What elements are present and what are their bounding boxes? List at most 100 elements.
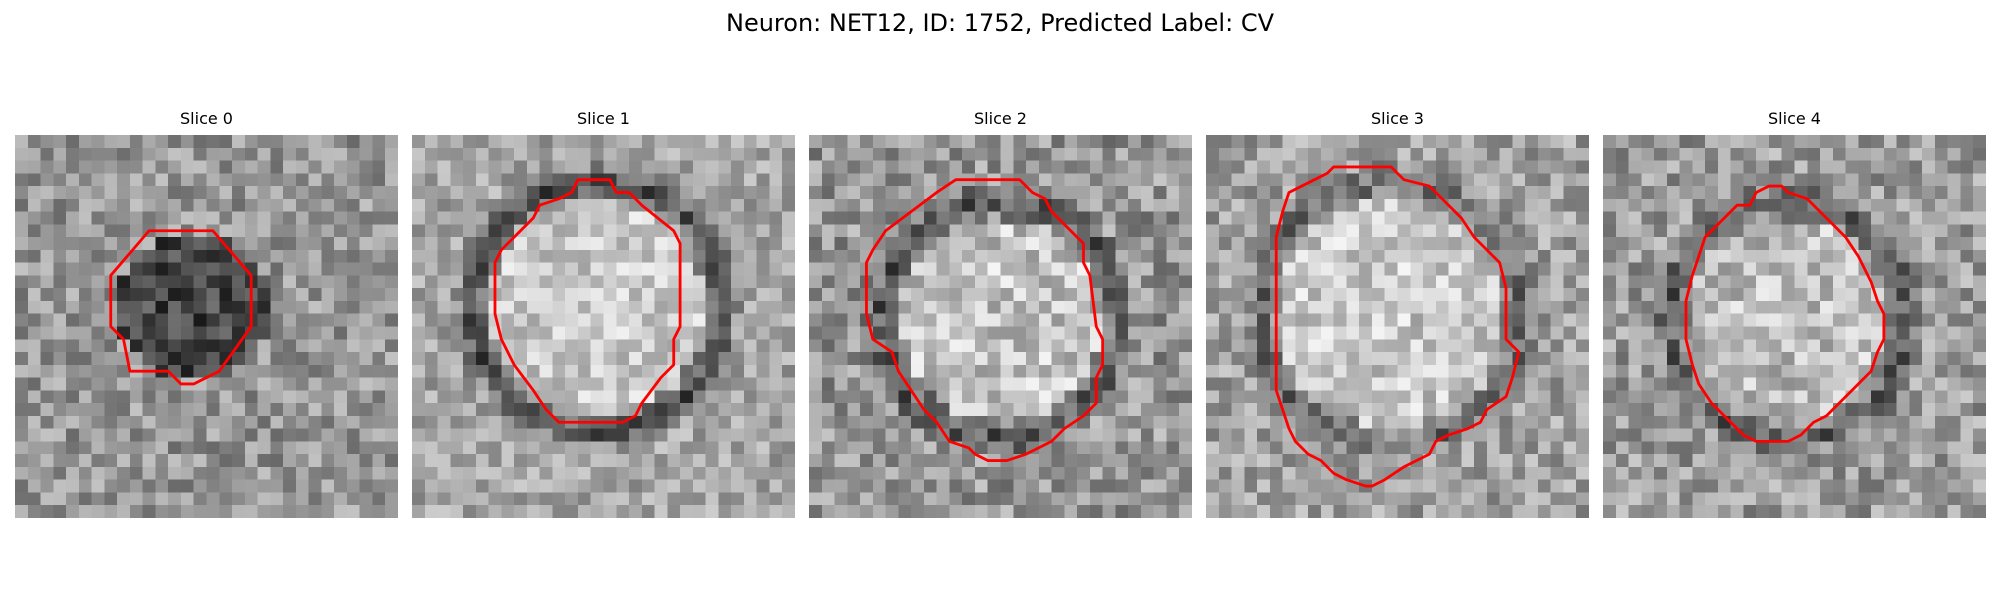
- pixel: [1269, 198, 1283, 212]
- pixel: [193, 288, 207, 302]
- pixel: [1295, 186, 1309, 200]
- pixel: [1603, 390, 1617, 404]
- pixel: [1909, 135, 1923, 149]
- pixel: [1089, 275, 1103, 289]
- pixel: [1038, 313, 1052, 327]
- pixel: [949, 466, 963, 480]
- pixel: [1692, 135, 1706, 149]
- pixel: [334, 198, 348, 212]
- pixel: [1371, 198, 1385, 212]
- pixel: [1140, 262, 1154, 276]
- pixel: [1308, 160, 1322, 174]
- pixel: [334, 147, 348, 161]
- pixel: [1628, 198, 1642, 212]
- pixel: [705, 160, 719, 174]
- pixel: [1128, 160, 1142, 174]
- pixel: [987, 364, 1001, 378]
- pixel: [987, 224, 1001, 238]
- pixel: [1244, 288, 1258, 302]
- pixel: [1615, 428, 1629, 442]
- pixel: [565, 237, 579, 251]
- pixel: [321, 364, 335, 378]
- pixel: [1563, 262, 1577, 276]
- pixel: [1371, 147, 1385, 161]
- pixel: [1231, 313, 1245, 327]
- pixel: [437, 224, 451, 238]
- pixel: [1525, 339, 1539, 353]
- pixel: [1550, 211, 1564, 225]
- pixel: [1206, 224, 1220, 238]
- pixel: [680, 147, 694, 161]
- pixel: [1244, 390, 1258, 404]
- pixel: [91, 390, 105, 404]
- pixel: [1666, 364, 1680, 378]
- pixel: [1947, 492, 1961, 506]
- pixel: [526, 479, 540, 493]
- pixel: [450, 173, 464, 187]
- pixel: [1679, 249, 1693, 263]
- pixel: [257, 454, 271, 468]
- pixel: [782, 428, 795, 442]
- pixel: [1064, 313, 1078, 327]
- pixel: [731, 364, 745, 378]
- pixel: [1333, 339, 1347, 353]
- pixel: [206, 300, 220, 314]
- pixel: [1666, 173, 1680, 187]
- pixel: [898, 505, 912, 518]
- pixel: [1947, 135, 1961, 149]
- pixel: [1717, 441, 1731, 455]
- pixel: [821, 403, 835, 417]
- pixel: [1153, 428, 1167, 442]
- pixel: [463, 454, 477, 468]
- pixel: [1102, 135, 1116, 149]
- pixel: [705, 466, 719, 480]
- pixel: [1896, 300, 1910, 314]
- pixel: [450, 479, 464, 493]
- pixel: [1537, 300, 1551, 314]
- pixel: [1140, 326, 1154, 340]
- pixel: [641, 364, 655, 378]
- pixel: [463, 505, 477, 518]
- pixel: [168, 505, 182, 518]
- pixel: [308, 173, 322, 187]
- pixel: [565, 147, 579, 161]
- pixel: [603, 326, 617, 340]
- pixel: [974, 249, 988, 263]
- pixel: [1820, 441, 1834, 455]
- pixel: [1550, 300, 1564, 314]
- pixel: [1615, 339, 1629, 353]
- pixel: [1794, 364, 1808, 378]
- pixel: [1960, 249, 1974, 263]
- pixel: [308, 186, 322, 200]
- pixel: [1499, 160, 1513, 174]
- pixel: [334, 249, 348, 263]
- pixel: [1064, 135, 1078, 149]
- pixel: [1115, 441, 1129, 455]
- pixel: [1333, 441, 1347, 455]
- pixel: [1845, 211, 1859, 225]
- pixel: [1537, 288, 1551, 302]
- pixel: [1166, 313, 1180, 327]
- pixel: [1603, 364, 1617, 378]
- pixel: [1359, 415, 1373, 429]
- pixel: [1883, 403, 1897, 417]
- pixel: [155, 135, 169, 149]
- pixel: [450, 339, 464, 353]
- pixel: [923, 390, 937, 404]
- pixel: [1359, 352, 1373, 366]
- pixel: [1947, 173, 1961, 187]
- pixel: [1308, 300, 1322, 314]
- pixel: [1883, 352, 1897, 366]
- pixel: [834, 237, 848, 251]
- pixel: [718, 135, 732, 149]
- pixel: [577, 466, 591, 480]
- pixel: [1922, 173, 1936, 187]
- pixel: [1474, 505, 1488, 518]
- pixel: [1308, 198, 1322, 212]
- pixel: [1973, 390, 1986, 404]
- pixel: [743, 224, 757, 238]
- pixel: [475, 403, 489, 417]
- pixel: [834, 249, 848, 263]
- pixel: [923, 262, 937, 276]
- pixel: [590, 186, 604, 200]
